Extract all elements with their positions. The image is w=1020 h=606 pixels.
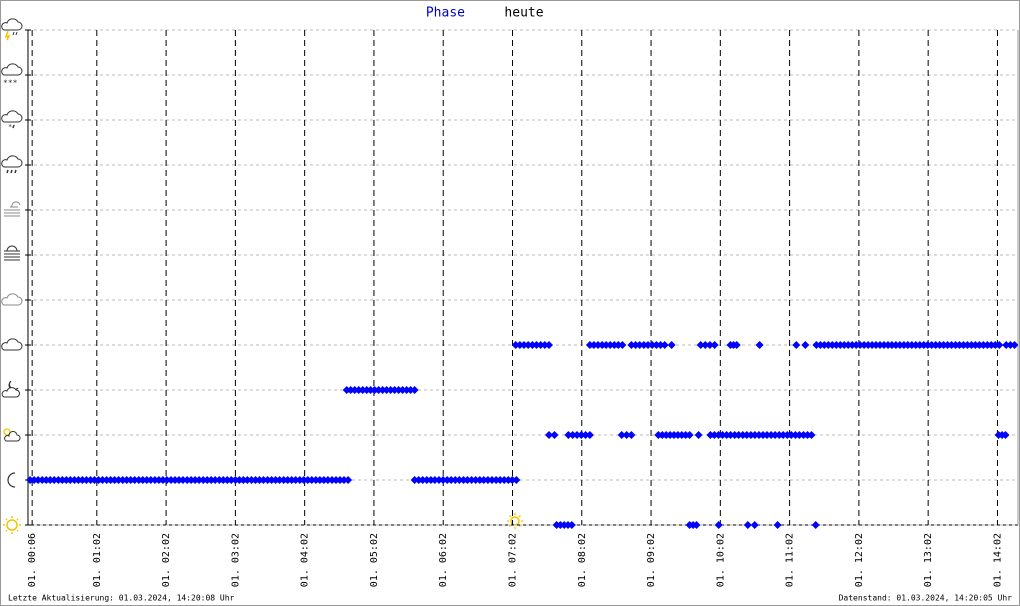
phase-run <box>410 476 521 484</box>
footer-left: Letzte Aktualisierung: 01.03.2024, 14:20… <box>8 594 235 603</box>
phase-run <box>773 521 782 529</box>
phase-run <box>726 341 741 349</box>
phase-run <box>811 521 820 529</box>
phase-run <box>552 521 576 529</box>
x-tick-label: 01. 13:02 <box>923 533 934 587</box>
phase-run <box>654 431 694 439</box>
x-tick-label: 01. 11:02 <box>785 533 796 587</box>
phase-run <box>801 341 810 349</box>
x-tick-label: 01. 05:02 <box>369 533 380 587</box>
phase-run <box>694 431 703 439</box>
y-tick-icon <box>3 428 21 442</box>
x-tick-label: 01. 09:02 <box>646 533 657 587</box>
svg-text:***: *** <box>3 79 18 88</box>
phase-run <box>994 431 1010 439</box>
phase-run <box>342 386 419 394</box>
phase-run <box>792 341 801 349</box>
phase-run <box>755 341 764 349</box>
y-tick-icon <box>1 293 23 306</box>
x-tick-label: 01. 02:02 <box>161 533 172 587</box>
y-tick-icon <box>4 201 21 217</box>
chart-title-key: Phase <box>426 6 465 21</box>
y-tick-icon: *** <box>1 63 23 88</box>
y-tick-icon: * <box>1 110 23 131</box>
x-tick-label: 01. 10:02 <box>715 533 726 587</box>
svg-text:*: * <box>8 123 12 131</box>
phase-run <box>706 431 816 439</box>
y-tick-icon <box>7 472 16 488</box>
y-tick-icon <box>1 155 23 174</box>
phase-run <box>750 521 759 529</box>
phase-run <box>627 341 669 349</box>
footer-right: Datenstand: 01.03.2024, 14:20:05 Uhr <box>839 594 1013 603</box>
x-tick-label: 01. 03:02 <box>230 533 241 587</box>
phase-run <box>617 431 636 439</box>
phase-run <box>685 521 701 529</box>
chart-title: heute <box>504 6 543 21</box>
phase-run <box>667 341 676 349</box>
x-tick-label: 01. 08:02 <box>577 533 588 587</box>
y-tick-icon <box>1 18 23 41</box>
phase-run <box>511 341 553 349</box>
x-tick-label: 01. 00:06 <box>27 533 38 587</box>
x-tick-label: 01. 04:02 <box>300 533 311 587</box>
y-tick-icon <box>1 380 20 398</box>
x-tick-label: 01. 01:02 <box>92 533 103 587</box>
phase-run <box>743 521 752 529</box>
phase-run <box>1002 341 1019 349</box>
y-tick-icon <box>1 338 23 351</box>
y-tick-icon <box>3 516 21 534</box>
phase-run <box>696 341 719 349</box>
x-tick-label: 01. 07:02 <box>507 533 518 587</box>
y-tick-icon <box>4 245 20 261</box>
phase-run <box>812 341 1004 349</box>
phase-run <box>564 431 594 439</box>
x-tick-label: 01. 12:02 <box>854 533 865 587</box>
x-tick-label: 01. 06:02 <box>438 533 449 587</box>
phase-run <box>545 431 559 439</box>
phase-run <box>585 341 627 349</box>
x-tick-label: 01. 14:02 <box>992 533 1003 587</box>
phase-run <box>714 521 723 529</box>
phase-run <box>26 476 353 484</box>
